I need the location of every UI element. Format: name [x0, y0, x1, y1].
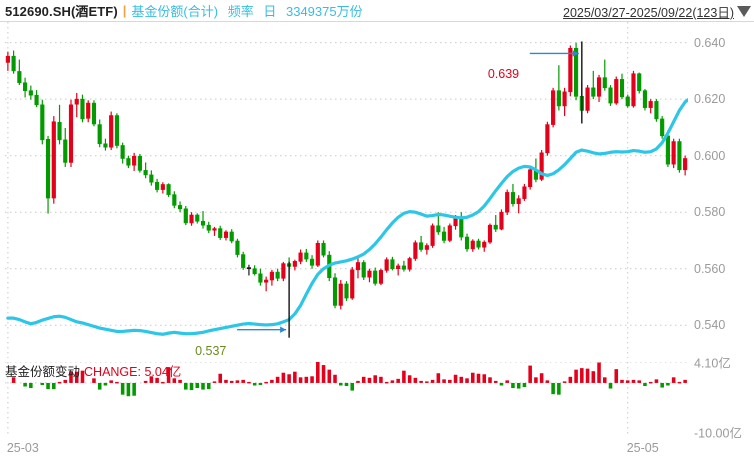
security-code-label: 512690.SH(酒ETF): [5, 4, 118, 19]
price-y-tick-label: 0.540: [694, 318, 726, 333]
annotation-high-label: 0.639: [487, 67, 520, 82]
date-range-control[interactable]: 2025/03/27-2025/09/22(123日): [563, 2, 751, 21]
triangle-down-icon[interactable]: [737, 6, 751, 17]
share-change-y-tick-label: -10.00亿: [694, 426, 742, 441]
header-separator: |: [122, 3, 127, 18]
date-range-label[interactable]: 2025/03/27-2025/09/22(123日): [563, 6, 734, 20]
share-change-value: CHANGE: 5.04亿: [84, 365, 182, 379]
share-change-y-axis: 4.10亿 -10.00亿: [688, 357, 754, 441]
share-change-y-tick-label: 4.10亿: [694, 356, 731, 371]
frequency-value: 日: [263, 4, 277, 19]
share-change-plot-area[interactable]: [5, 362, 688, 434]
price-y-tick-label: 0.640: [694, 35, 726, 50]
price-plot-area[interactable]: [5, 22, 688, 358]
share-change-title: 基金份额变动 CHANGE: 5.04亿: [5, 361, 181, 380]
chart-header: 512690.SH(酒ETF) | 基金份额(合计) 频率 日 3349375万…: [0, 0, 754, 22]
frequency-label: 频率: [227, 4, 254, 19]
share-change-name: 基金份额变动: [5, 365, 81, 379]
price-y-tick-label: 0.560: [694, 261, 726, 276]
price-y-axis: 0.640 0.620 0.600 0.580 0.560 0.540: [688, 22, 754, 358]
annotation-low-label: 0.537: [195, 343, 227, 358]
price-y-tick-label: 0.580: [694, 205, 726, 220]
indicator-name-label: 基金份额(合计): [131, 4, 219, 19]
price-candlestick-svg[interactable]: [5, 22, 688, 358]
indicator-info: 基金份额(合计) 频率 日 3349375万份: [131, 1, 368, 20]
share-change-bar-svg[interactable]: [5, 362, 688, 434]
price-y-tick-label: 0.600: [694, 148, 726, 163]
latest-value-label: 3349375万份: [285, 4, 363, 19]
share-change-panel[interactable]: 基金份额变动 CHANGE: 5.04亿 4.10亿 -10.00亿: [0, 357, 754, 441]
price-panel[interactable]: 0.640 0.620 0.600 0.580 0.560 0.540 0.639 0.5…: [0, 22, 754, 358]
x-axis-tick-label: 25-03: [6, 441, 39, 455]
price-y-tick-label: 0.620: [694, 92, 726, 107]
x-axis-tick-label: 25-05: [626, 441, 659, 455]
